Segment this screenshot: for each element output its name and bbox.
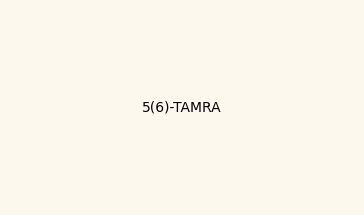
Text: 5(6)-TAMRA: 5(6)-TAMRA [142,100,222,115]
